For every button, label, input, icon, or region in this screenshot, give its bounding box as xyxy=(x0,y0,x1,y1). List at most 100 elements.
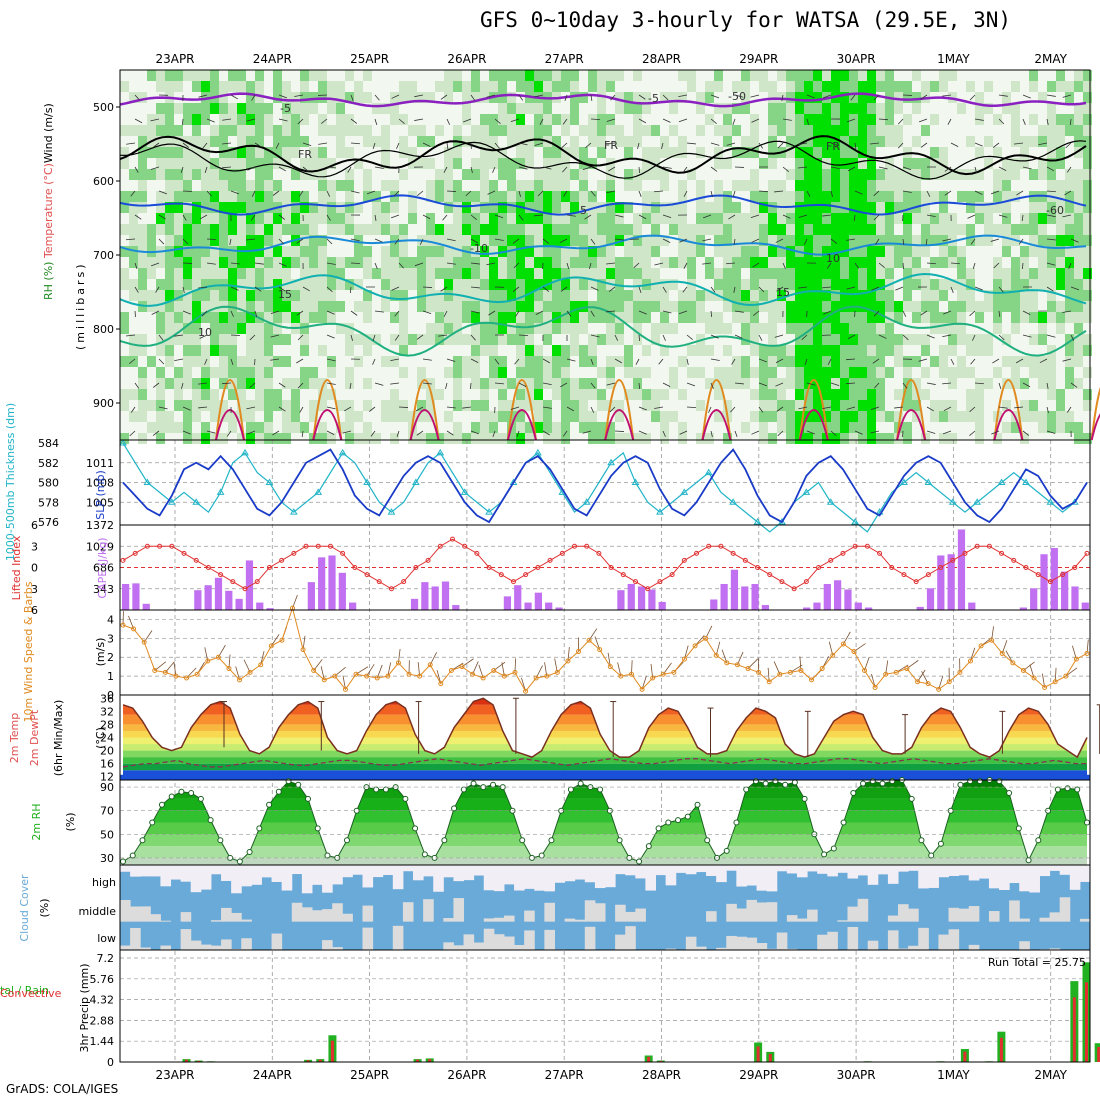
rh-marker xyxy=(1006,789,1013,796)
wind-barb xyxy=(753,310,760,316)
rh-cell xyxy=(975,312,984,323)
rh-cell xyxy=(804,290,813,301)
wind10-marker xyxy=(226,666,232,672)
rh-cell xyxy=(138,169,147,180)
rh-cell xyxy=(570,334,579,345)
lifted-marker xyxy=(144,543,150,549)
rh-cell xyxy=(633,257,642,268)
rh-cell xyxy=(624,312,633,323)
rh-cell xyxy=(687,268,696,279)
rh-cell xyxy=(1065,334,1074,345)
wind-barb xyxy=(878,262,885,268)
rh-cell xyxy=(543,202,552,213)
rh-cell xyxy=(597,400,606,411)
wind10-marker xyxy=(957,669,963,675)
rh-cell xyxy=(462,301,471,312)
rh-cell xyxy=(921,191,930,202)
rh-cell xyxy=(489,257,498,268)
rh-cell xyxy=(552,290,561,301)
rh-cell xyxy=(714,103,723,114)
cloud-high-cell xyxy=(1039,865,1051,877)
wind-barb xyxy=(1022,430,1030,436)
rh-cell xyxy=(498,103,507,114)
wind-barb xyxy=(494,238,504,241)
wind-barb xyxy=(827,262,832,269)
rh-cell xyxy=(453,213,462,224)
rh-cell xyxy=(246,279,255,290)
rh-cell xyxy=(777,268,786,279)
rh-cell xyxy=(570,147,579,158)
wind-barb xyxy=(638,166,641,174)
rh-cell xyxy=(390,400,399,411)
contour-label: 15 xyxy=(278,288,292,301)
rh-cell xyxy=(273,224,282,235)
lifted-marker xyxy=(535,565,541,570)
rh-cell xyxy=(210,389,219,400)
rh-cell xyxy=(777,356,786,367)
rh-cell xyxy=(282,81,291,92)
rh-cell xyxy=(930,411,939,422)
rh-cell xyxy=(831,70,840,81)
rh-marker xyxy=(976,778,983,785)
rh-cell xyxy=(741,70,750,81)
rh-cell xyxy=(678,92,687,103)
cloud-cell xyxy=(120,899,131,922)
rh-cell xyxy=(984,158,993,169)
wind-barb xyxy=(182,142,190,148)
rh-cell xyxy=(867,378,876,389)
rh-cell xyxy=(939,147,948,158)
precip-axis-label: 3hr Precip (mm) xyxy=(78,963,91,1052)
rh-cell xyxy=(615,224,624,235)
rh-cell xyxy=(930,224,939,235)
wind-barb xyxy=(326,430,335,436)
rh-cell xyxy=(1074,125,1083,136)
rh-cell xyxy=(624,235,633,246)
rh-cell xyxy=(489,246,498,257)
rh-cell xyxy=(255,180,264,191)
rh-cell xyxy=(489,323,498,334)
rh-cell xyxy=(201,356,210,367)
cloud-cell xyxy=(473,942,485,950)
rh-cell xyxy=(813,224,822,235)
rh-cell xyxy=(237,367,246,378)
rh-cell xyxy=(1038,246,1047,257)
rh-cell xyxy=(426,224,435,235)
rh-cell xyxy=(399,114,408,125)
rh-cell xyxy=(795,422,804,433)
rh-cell xyxy=(507,378,516,389)
rh-cell xyxy=(624,356,633,367)
wind10-marker xyxy=(650,675,656,681)
rh-cell xyxy=(849,422,858,433)
rh-cell xyxy=(435,268,444,279)
slp-tick-label: 1011 xyxy=(86,457,114,470)
rh-cell xyxy=(885,103,894,114)
rh-cell xyxy=(570,290,579,301)
wind10-marker xyxy=(671,669,677,675)
rh-cell xyxy=(822,70,831,81)
rh-cell xyxy=(885,312,894,323)
wind-barb xyxy=(679,430,688,435)
rh-cell xyxy=(255,246,264,257)
convective-bar xyxy=(1097,1046,1100,1062)
rh-cell xyxy=(822,279,831,290)
rh-cell xyxy=(237,180,246,191)
wind10-marker xyxy=(512,669,518,675)
rh-cell xyxy=(642,158,651,169)
wind10-marker xyxy=(978,643,984,649)
rh-cell xyxy=(543,213,552,224)
wind-barb xyxy=(414,118,424,121)
wind-barb xyxy=(970,238,976,245)
rh-cell xyxy=(705,92,714,103)
rh-cell xyxy=(723,125,732,136)
wind-barb xyxy=(247,166,256,171)
wind-barb xyxy=(226,430,232,437)
rh-cell xyxy=(1038,378,1047,389)
rh-cell xyxy=(183,323,192,334)
rh-cell xyxy=(1038,334,1047,345)
cloud-cell xyxy=(756,902,768,922)
rh-cell xyxy=(1083,367,1092,378)
wind-barb xyxy=(734,382,744,385)
wind-barb xyxy=(1021,262,1024,270)
rh-cell xyxy=(219,169,228,180)
rh-cell xyxy=(777,114,786,125)
